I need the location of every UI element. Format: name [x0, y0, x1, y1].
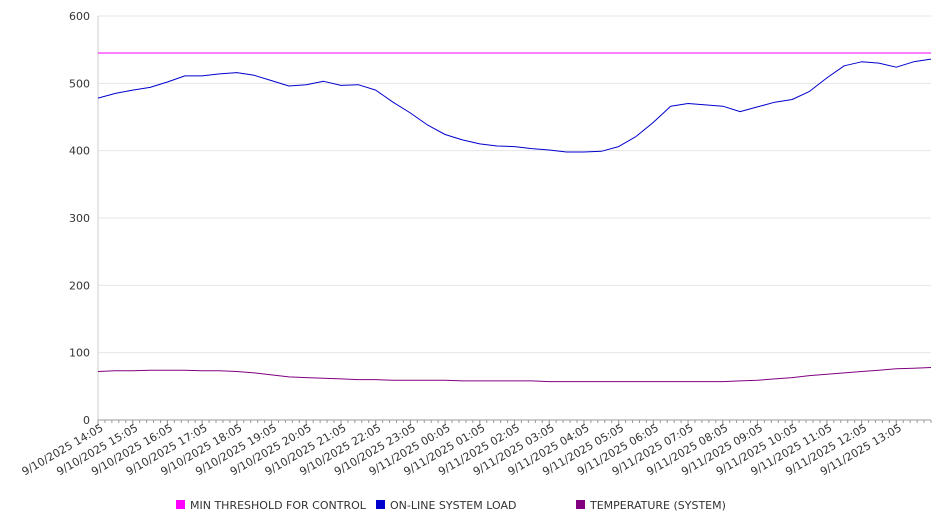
y-tick-label: 500 [69, 77, 90, 90]
legend-label: ON-LINE SYSTEM LOAD [390, 499, 516, 512]
y-tick-label: 400 [69, 145, 90, 158]
y-tick-label: 300 [69, 212, 90, 225]
x-tick-labels: 9/10/2025 14:059/10/2025 15:059/10/2025 … [20, 421, 904, 478]
legend: MIN THRESHOLD FOR CONTROL ON-LINE SYSTEM … [176, 499, 726, 512]
legend-item-on-line-system-load: ON-LINE SYSTEM LOAD [376, 499, 516, 512]
legend-swatch [176, 500, 185, 509]
gridlines [98, 15, 931, 354]
y-tick-label: 0 [83, 414, 90, 427]
y-tick-label: 200 [69, 279, 90, 292]
series-line-on-line-system-load [97, 58, 932, 153]
legend-swatch [376, 500, 385, 509]
legend-label: MIN THRESHOLD FOR CONTROL [190, 499, 367, 512]
axes [97, 16, 932, 426]
y-tick-label: 100 [69, 347, 90, 360]
legend-item-min-threshold-for-control: MIN THRESHOLD FOR CONTROL [176, 499, 367, 512]
y-tick-labels: 0 100 200 300 400 500 600 [69, 10, 90, 427]
series-lines [97, 52, 932, 383]
legend-label: TEMPERATURE (SYSTEM) [589, 499, 726, 512]
legend-swatch [576, 500, 585, 509]
y-tick-label: 600 [69, 10, 90, 23]
legend-item-temperature-system: TEMPERATURE (SYSTEM) [576, 499, 726, 512]
series-line-temperature-system [97, 367, 932, 383]
